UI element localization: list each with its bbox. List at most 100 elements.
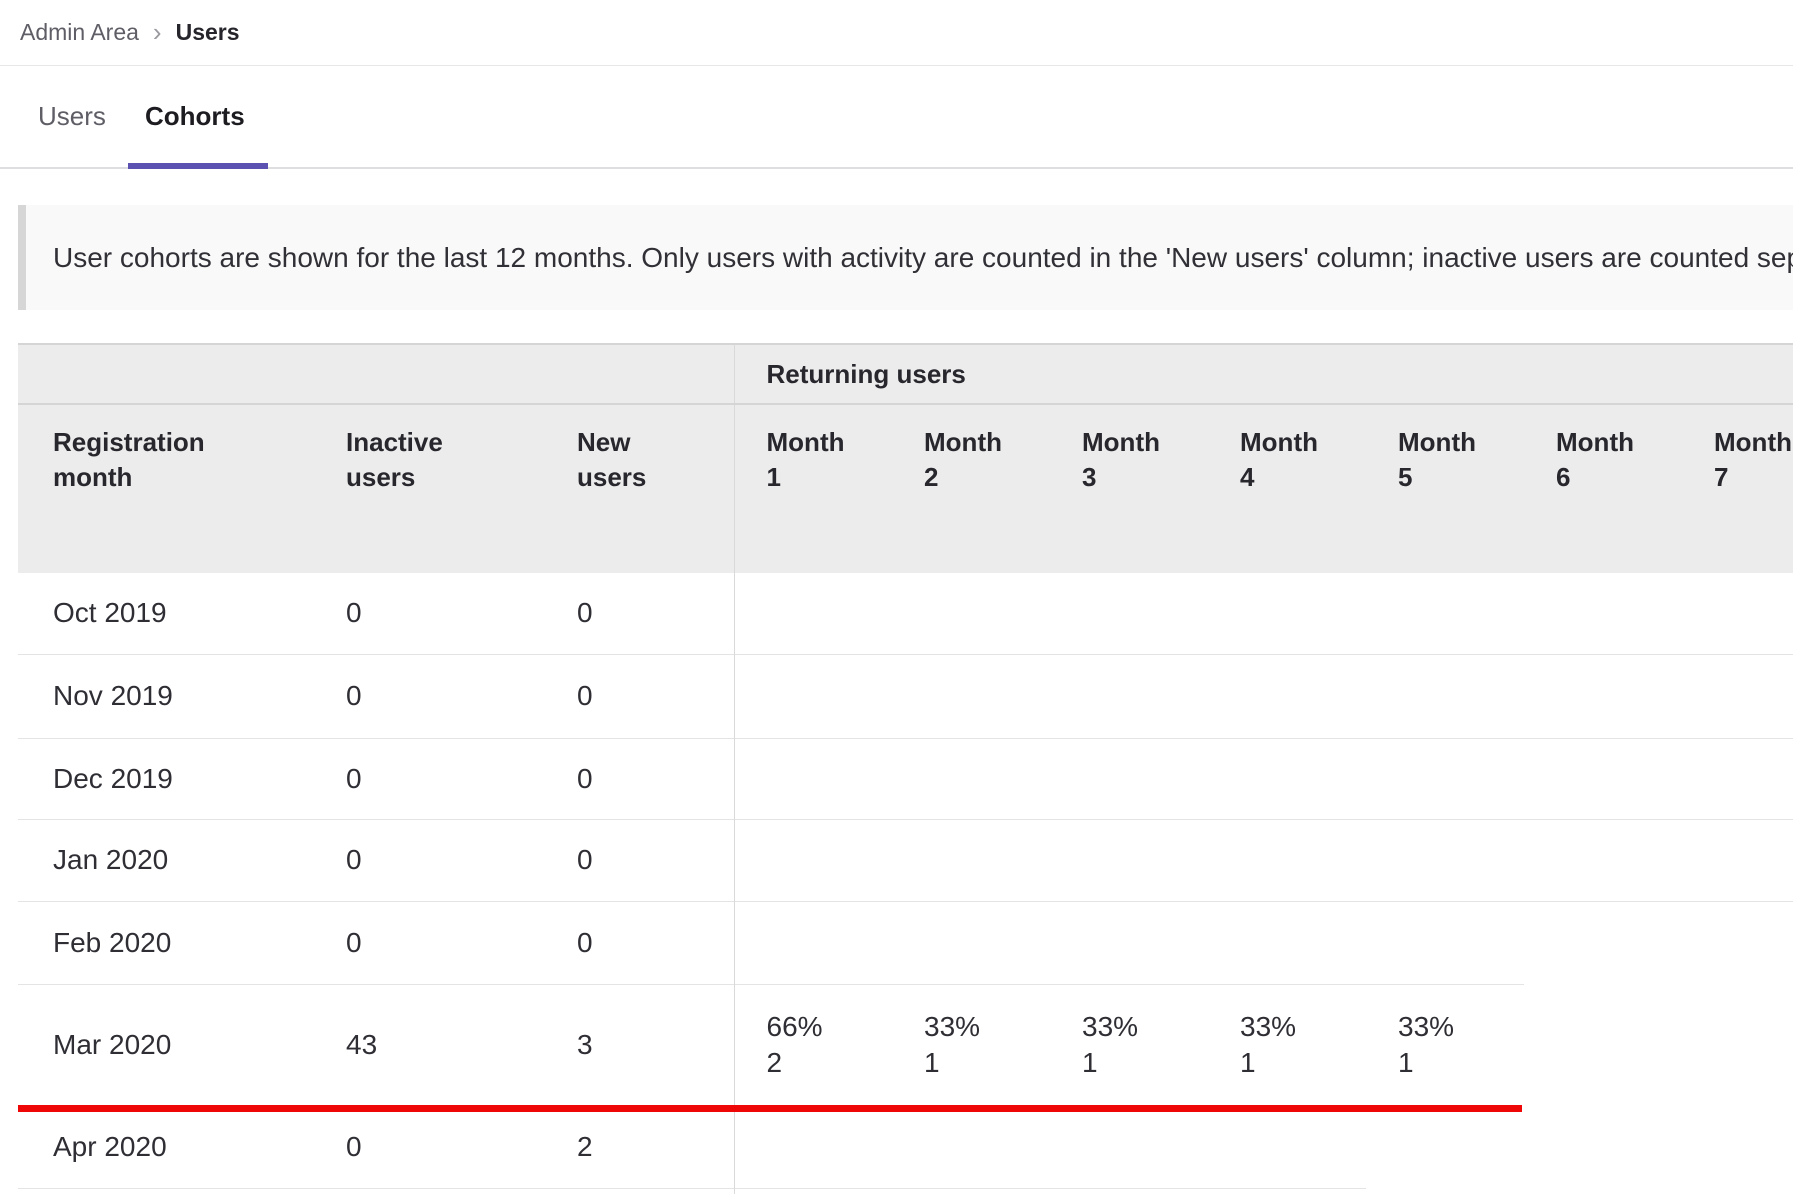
returning-count: 1 — [1398, 1047, 1414, 1079]
returning-cell-empty — [1366, 900, 1525, 984]
column-header-month-7: Month 7 — [1682, 403, 1793, 573]
returning-cell-empty — [1366, 653, 1525, 738]
column-header-month-6: Month 6 — [1524, 403, 1683, 573]
inactive-users-cell: 0 — [311, 900, 542, 984]
returning-cell-empty — [1524, 737, 1683, 819]
active-tab-indicator — [128, 163, 268, 169]
returning-percentage: 66% — [766, 1011, 823, 1043]
returning-percentage: 33% — [924, 1011, 981, 1043]
returning-cell-empty — [1050, 900, 1209, 984]
returning-cell-empty — [1682, 900, 1793, 984]
column-header-month-4: Month 4 — [1208, 403, 1367, 573]
registration-month-cell: Jan 2020 — [18, 818, 311, 901]
registration-month-cell: Oct 2019 — [53, 597, 167, 629]
returning-users-group-header: Returning users — [733, 343, 1793, 404]
returning-cell-empty — [1050, 1106, 1208, 1188]
new-users-cell — [542, 1187, 735, 1194]
column-header-line: Month — [924, 427, 1002, 457]
column-header-line: 4 — [1240, 462, 1255, 492]
returning-cell-empty — [733, 900, 893, 984]
returning-cell-empty — [733, 653, 893, 738]
table-row-oct-2019: Oct 2019 0 0 — [18, 573, 1793, 654]
returning-cell-month-4: 33% 1 — [1208, 983, 1367, 1106]
returning-cell-empty — [1208, 1187, 1367, 1194]
table-row-apr-2020: Apr 2020 0 2 — [18, 1106, 1793, 1188]
table-header: Returning users Registration month Inact… — [18, 343, 1793, 573]
returning-cell-empty — [892, 900, 1051, 984]
column-header-month-2: Month 2 — [892, 403, 1051, 573]
new-users-cell: 0 — [542, 737, 735, 819]
returning-cell-empty — [892, 818, 1051, 901]
registration-month-cell: Feb 2020 — [18, 900, 311, 984]
info-banner: User cohorts are shown for the last 12 m… — [18, 205, 1793, 310]
column-header-line: 2 — [924, 462, 939, 492]
column-header-line: Month — [1082, 427, 1160, 457]
returning-cell-empty — [1208, 737, 1367, 819]
returning-cell-empty — [1050, 737, 1209, 819]
column-header-line: New — [577, 427, 631, 457]
returning-cell-empty — [1050, 653, 1209, 738]
returning-cell-empty — [1050, 1187, 1209, 1194]
returning-cell-empty — [892, 1106, 1050, 1188]
registration-month-cell: Apr 2020 — [53, 1130, 167, 1162]
returning-count: 1 — [1082, 1047, 1098, 1079]
tab-users[interactable]: Users — [38, 101, 106, 131]
new-users-cell: 3 — [542, 983, 735, 1106]
table-row-jan-2020: Jan 2020 0 0 — [18, 818, 1793, 901]
column-header-line: Month — [766, 427, 845, 457]
tab-cohorts[interactable]: Cohorts — [145, 101, 245, 131]
column-header-line: 3 — [1082, 462, 1097, 492]
returning-cell-empty — [1366, 573, 1524, 654]
inactive-users-cell: 0 — [311, 653, 542, 738]
column-header-line: Inactive — [346, 427, 443, 457]
inactive-users-cell: 0 — [311, 818, 542, 901]
returning-cell-empty — [1682, 653, 1793, 738]
returning-cell-empty — [1366, 737, 1525, 819]
column-header-registration-month: Registration month — [18, 403, 311, 573]
returning-cell-empty — [733, 1106, 893, 1188]
info-banner-text: User cohorts are shown for the last 12 m… — [53, 241, 1793, 273]
column-header-line: Month — [1240, 427, 1318, 457]
tab-bar-divider — [0, 167, 1793, 169]
column-header-month-1: Month 1 — [733, 403, 893, 573]
table-row-dec-2019: Dec 2019 0 0 — [18, 737, 1793, 819]
returning-cell-empty — [892, 737, 1051, 819]
returning-percentage: 33% — [1082, 1011, 1139, 1043]
returning-cell-empty — [1524, 573, 1682, 654]
returning-cell-empty — [1524, 900, 1683, 984]
returning-cell-empty — [1208, 900, 1367, 984]
inactive-users-cell: 43 — [311, 983, 542, 1106]
returning-cell-empty — [1208, 573, 1366, 654]
inactive-users-cell: 0 — [311, 737, 542, 819]
column-header-line: 1 — [766, 462, 781, 492]
new-users-cell: 0 — [542, 818, 735, 901]
breadcrumb-item-admin-area[interactable]: Admin Area — [20, 18, 139, 45]
new-users-cell: 0 — [542, 900, 735, 984]
column-header-line: month — [53, 462, 133, 492]
cohorts-table: Returning users Registration month Inact… — [18, 343, 1793, 1194]
returning-count: 1 — [1240, 1047, 1256, 1079]
new-users-cell: 0 — [577, 597, 593, 629]
returning-percentage: 33% — [1240, 1011, 1297, 1043]
group-header-row: Returning users — [18, 343, 1793, 404]
returning-count: 1 — [924, 1047, 940, 1079]
returning-cell-empty — [1208, 653, 1367, 738]
returning-cell-empty — [1524, 818, 1683, 901]
column-header-line: Month — [1556, 427, 1634, 457]
column-header-line: 6 — [1556, 462, 1571, 492]
red-annotation-line — [18, 1105, 1522, 1112]
returning-cell-month-5: 33% 1 — [1366, 983, 1525, 1106]
returning-cell-month-3: 33% 1 — [1050, 983, 1209, 1106]
returning-cell-empty — [1524, 653, 1683, 738]
returning-cell-empty — [1682, 573, 1793, 654]
returning-cell-empty — [1208, 1106, 1366, 1188]
column-header-line: Month — [1398, 427, 1476, 457]
registration-month-cell: Nov 2019 — [18, 653, 311, 738]
group-header-spacer — [18, 343, 735, 404]
returning-cell-empty — [1682, 818, 1793, 901]
inactive-users-cell: 0 — [346, 1130, 362, 1162]
table-row-nov-2019: Nov 2019 0 0 — [18, 653, 1793, 738]
returning-cell-empty — [733, 818, 893, 901]
registration-month-cell: Dec 2019 — [18, 737, 311, 819]
